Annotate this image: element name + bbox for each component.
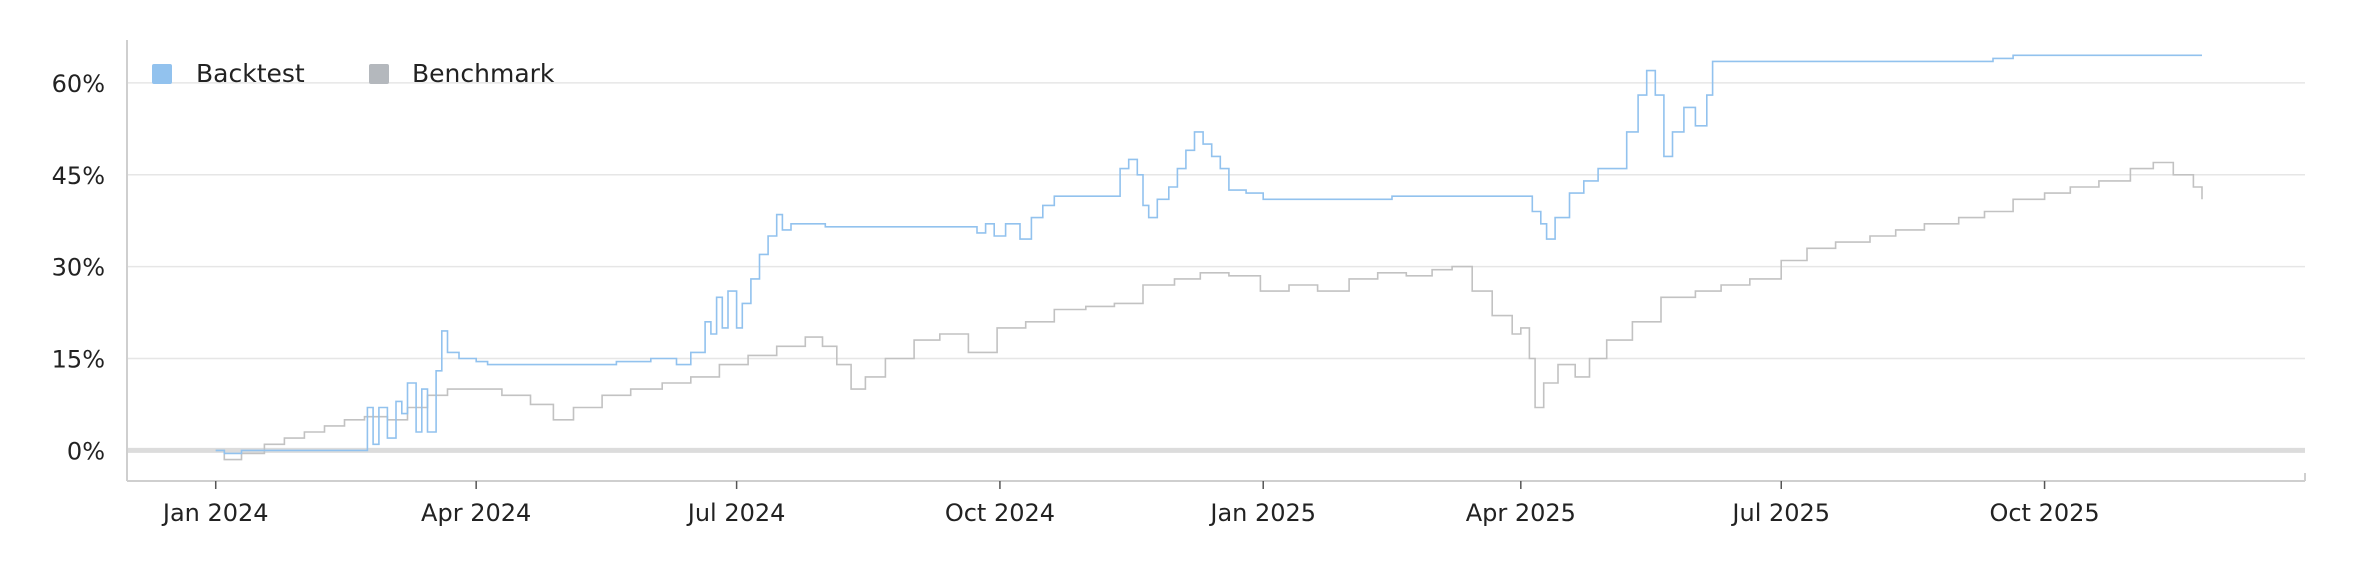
legend-swatch-benchmark: [369, 64, 389, 84]
x-tick-label: Jan 2024: [161, 499, 269, 527]
x-tick-label: Jan 2025: [1208, 499, 1316, 527]
y-tick-label: 0%: [67, 437, 105, 465]
tick-labels: 0% 15% 30% 45% 60% Jan 2024 Apr 2024 Jul 2024 Oc…: [52, 70, 2100, 527]
x-tick-label: Jul 2024: [686, 499, 786, 527]
x-tick-label: Jul 2025: [1730, 499, 1830, 527]
y-gridlines: [127, 82, 2305, 453]
y-tick-label: 45%: [52, 162, 105, 190]
legend-label-benchmark: Benchmark: [412, 59, 555, 88]
x-tick-label: Oct 2025: [1989, 499, 2099, 527]
legend-swatch-backtest: [152, 64, 172, 84]
y-tick-label: 30%: [52, 254, 105, 282]
series-line-backtest: [215, 54, 2202, 455]
y-tick-label: 15%: [52, 346, 105, 374]
axes: [126, 40, 2306, 489]
legend: Backtest Benchmark: [152, 59, 555, 88]
x-tick-label: Apr 2024: [421, 499, 531, 527]
series-line-benchmark: [215, 161, 2203, 461]
x-tick-label: Oct 2024: [945, 499, 1055, 527]
y-tick-label: 60%: [52, 70, 105, 98]
series-layer: [215, 54, 2203, 461]
x-tick-label: Apr 2025: [1466, 499, 1576, 527]
legend-label-backtest: Backtest: [196, 59, 305, 88]
